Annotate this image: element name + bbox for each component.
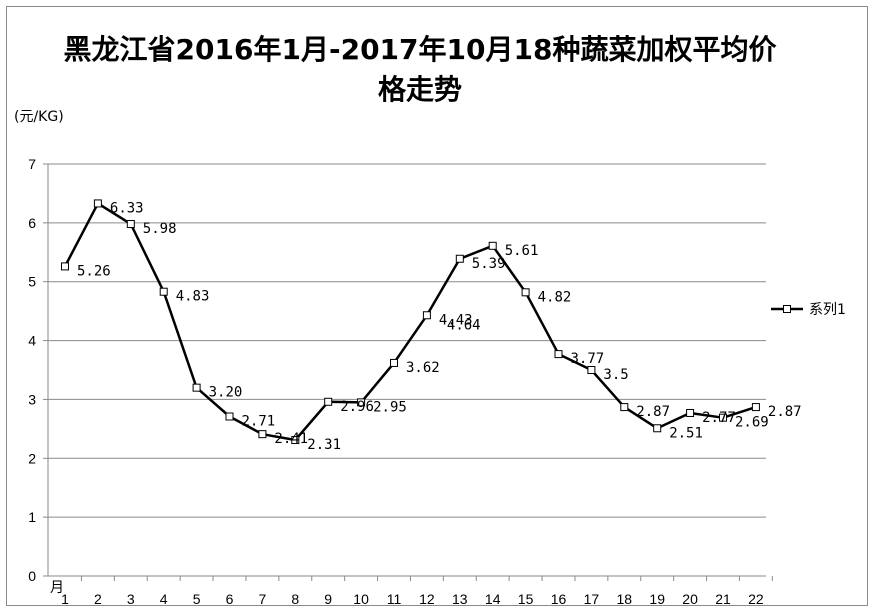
data-label: 4.83: [176, 289, 210, 305]
data-point: [159, 287, 168, 296]
data-point: [653, 424, 662, 433]
data-point: [521, 288, 530, 297]
x-tick-label: 17: [584, 591, 600, 607]
x-tick-label: 14: [485, 591, 501, 607]
legend-label: 系列1: [809, 302, 846, 318]
data-label: 2.87: [768, 404, 802, 420]
chart-frame: [6, 6, 868, 606]
x-tick-label: 8: [291, 591, 299, 607]
data-label: 5.39: [472, 256, 506, 272]
data-point: [751, 403, 760, 412]
y-tick-label: 4: [28, 333, 36, 349]
y-axis-label: (元/KG): [14, 109, 64, 125]
data-point: [686, 408, 695, 417]
data-label: 6.33: [110, 200, 144, 216]
data-point: [126, 220, 135, 229]
data-label: 4.64: [447, 317, 481, 333]
data-point: [61, 262, 69, 271]
chart-title: 黑龙江省2016年1月-2017年10月18种蔬菜加权平均价格走势: [63, 33, 777, 106]
series-line: [63, 202, 757, 442]
y-tick-label: 3: [28, 391, 36, 407]
data-label: 2.77: [702, 410, 736, 426]
x-tick-label: 6: [226, 591, 234, 607]
x-tick-label: 5: [193, 591, 201, 607]
x-tick-label: 12: [419, 591, 435, 607]
x-tick-label: 9: [324, 591, 332, 607]
data-label: 3.20: [209, 385, 243, 401]
x-tick-label: 19: [649, 591, 665, 607]
data-point: [324, 397, 333, 406]
x-tick-label: 3: [127, 591, 135, 607]
y-tick-label: 2: [28, 450, 36, 466]
data-point: [455, 254, 464, 263]
data-point: [357, 398, 366, 407]
x-tick-label: 15: [518, 591, 534, 607]
x-tick-label: 1: [61, 591, 69, 607]
y-tick-label: 5: [28, 274, 36, 290]
data-label: 4.82: [538, 289, 572, 305]
data-label: 5.98: [143, 221, 177, 237]
data-point: [258, 430, 267, 439]
data-point: [554, 350, 563, 359]
data-label: 2.71: [242, 413, 276, 429]
data-point: [192, 383, 201, 392]
x-tick-label: 7: [259, 591, 267, 607]
data-label: 3.62: [406, 360, 440, 376]
data-label: 3.5: [603, 367, 628, 383]
data-label: 2.69: [735, 415, 769, 431]
data-label: 2.31: [307, 437, 341, 453]
data-label: 2.96: [340, 399, 374, 415]
data-label: 4.43: [439, 312, 473, 328]
x-tick-label: 18: [617, 591, 633, 607]
data-label: 2.95: [373, 399, 407, 415]
x-tick-label: 11: [387, 591, 402, 607]
x-tick-label: 22: [748, 591, 764, 607]
data-label: 2.51: [669, 425, 703, 441]
data-point: [390, 358, 398, 367]
y-tick-label: 7: [28, 156, 36, 172]
data-point: [488, 241, 497, 250]
data-point: [587, 366, 596, 374]
data-label: 3.77: [571, 351, 605, 367]
x-tick-label: 2: [94, 591, 102, 607]
y-tick-label: 1: [28, 509, 36, 525]
data-point: [422, 311, 431, 320]
y-tick-label: 6: [28, 215, 36, 231]
data-point: [225, 412, 234, 421]
x-tick-label: 4: [160, 591, 168, 607]
x-tick-label: 21: [715, 591, 731, 607]
x-tick-label: 10: [353, 591, 369, 607]
data-point: [719, 413, 727, 422]
data-point: [291, 436, 300, 445]
data-point: [620, 403, 629, 412]
data-label: 5.61: [505, 243, 539, 259]
y-tick-label: 0: [28, 568, 36, 584]
data-label: 2.87: [636, 404, 670, 420]
data-point: [93, 199, 102, 208]
x-tick-label: 13: [452, 591, 468, 607]
x-tick-label: 16: [551, 591, 567, 607]
legend-marker: [783, 305, 791, 313]
data-label: 5.26: [77, 263, 111, 279]
x-tick-label: 20: [682, 591, 698, 607]
data-label: 2.41: [274, 431, 308, 447]
x-axis-label: 月: [50, 580, 64, 596]
